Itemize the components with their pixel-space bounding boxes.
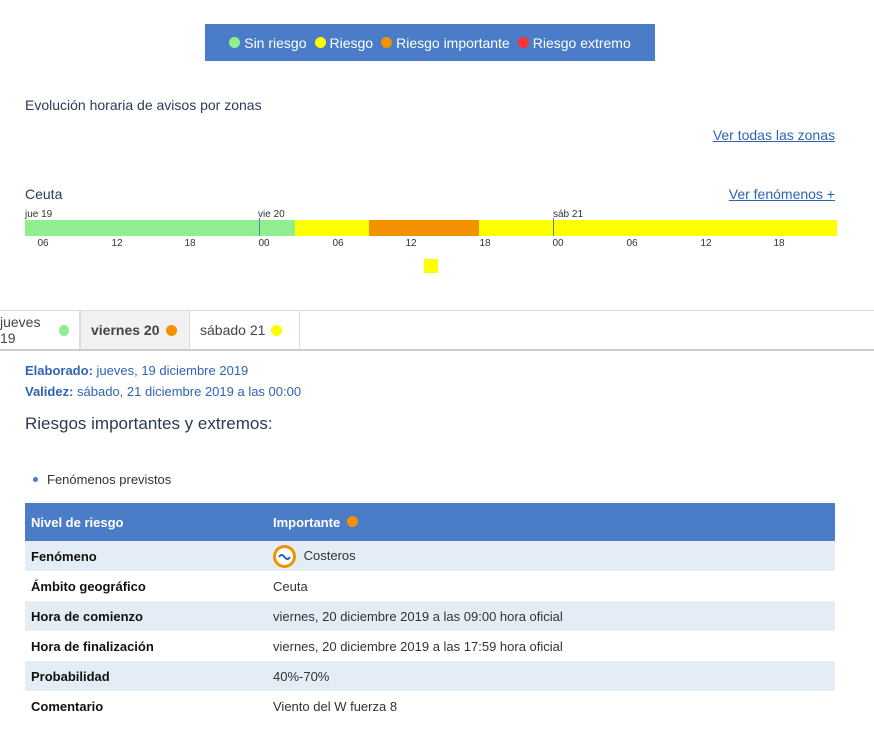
hour-tick: 06 (626, 238, 638, 249)
tab-label: sábado 21 (200, 322, 266, 338)
row-value: viernes, 20 diciembre 2019 a las 09:00 h… (267, 601, 835, 631)
risk-legend: Sin riesgo Riesgo Riesgo importante Ries… (205, 24, 655, 61)
tab-sabado-21[interactable]: sábado 21 (190, 311, 300, 349)
fenomenos-list-item: Fenómenos previstos (33, 472, 171, 487)
legend-label: Riesgo importante (396, 34, 510, 51)
hour-tick: 00 (258, 238, 270, 249)
red-dot-icon (517, 37, 529, 48)
riesgos-heading: Riesgos importantes y extremos: (25, 414, 273, 433)
day-tabs: jueves 19 viernes 20 sábado 21 (0, 310, 874, 351)
bullet-label: Fenómenos previstos (47, 472, 172, 487)
elaborado-value: jueves, 19 diciembre 2019 (92, 363, 249, 378)
section-title: Evolución horaria de avisos por zonas (25, 97, 262, 113)
hour-tick: 12 (700, 238, 712, 249)
table-header-row: Nivel de riesgo Importante (25, 503, 835, 541)
elaborado-label: Elaborado: (25, 363, 93, 378)
table-header-value: Importante (273, 514, 341, 530)
table-row: Hora de finalización viernes, 20 diciemb… (25, 631, 835, 661)
hour-tick: 12 (111, 238, 123, 249)
legend-sin-riesgo: Sin riesgo (229, 34, 307, 51)
yellow-dot-icon (271, 324, 283, 336)
timeline-segment-riesgo-importante (369, 220, 479, 236)
legend-label: Riesgo extremo (532, 34, 631, 51)
ver-todas-zonas-link[interactable]: Ver todas las zonas (712, 127, 835, 143)
validez-value: sábado, 21 diciembre 2019 a las 00:00 (73, 384, 302, 399)
tab-jueves-19[interactable]: jueves 19 (0, 311, 80, 349)
table-row: Ámbito geográfico Ceuta (25, 571, 835, 601)
table-row: Probabilidad 40%-70% (25, 661, 835, 691)
green-dot-icon (59, 324, 69, 336)
row-key: Probabilidad (25, 661, 267, 691)
row-key: Comentario (31, 698, 104, 714)
row-value: Costeros (303, 547, 356, 563)
tab-label: jueves 19 (0, 314, 41, 346)
table-row: Comentario Viento del W fuerza 8 (25, 691, 835, 721)
timeline-segment-sin-riesgo (25, 220, 295, 236)
row-value: viernes, 20 diciembre 2019 a las 17:59 h… (273, 638, 563, 654)
risk-table: Nivel de riesgo Importante Fenómeno Cost… (25, 503, 835, 721)
bullet-icon (33, 477, 38, 482)
elaborado-line: Elaborado: jueves, 19 diciembre 2019 (25, 363, 248, 378)
zone-name: Ceuta (25, 186, 63, 202)
table-header-value-cell: Importante (267, 503, 835, 541)
hourly-timeline (25, 218, 837, 236)
table-header-key: Nivel de riesgo (25, 503, 267, 541)
hour-tick: 06 (37, 238, 49, 249)
day-label-sab: sáb 21 (553, 209, 584, 220)
table-row: Fenómeno Costeros (25, 541, 835, 571)
hour-tick: 18 (184, 238, 196, 249)
phenomenon-marker[interactable] (424, 259, 438, 273)
day-divider (259, 218, 260, 236)
row-key: Hora de comienzo (25, 601, 267, 631)
day-divider (553, 218, 554, 236)
validez-line: Validez: sábado, 21 diciembre 2019 a las… (25, 384, 301, 399)
orange-dot-icon (165, 324, 177, 336)
legend-riesgo: Riesgo (314, 34, 374, 51)
row-value: Ceuta (273, 578, 308, 594)
hour-tick: 18 (773, 238, 785, 249)
hour-tick: 06 (332, 238, 344, 249)
orange-dot-icon (346, 515, 358, 527)
table-row: Hora de comienzo viernes, 20 diciembre 2… (25, 601, 835, 631)
row-value: Viento del W fuerza 8 (273, 698, 398, 714)
legend-riesgo-importante: Riesgo importante (381, 35, 510, 51)
row-key: Ámbito geográfico (31, 578, 146, 594)
legend-label: Riesgo (329, 34, 374, 51)
tab-viernes-20[interactable]: viernes 20 (80, 311, 190, 349)
hour-tick: 00 (552, 238, 564, 249)
row-key: Fenómeno (25, 541, 267, 571)
legend-label: Sin riesgo (244, 34, 307, 51)
tab-label: viernes 20 (91, 322, 160, 338)
row-key: Hora de finalización (31, 638, 154, 654)
hour-tick: 12 (405, 238, 417, 249)
hour-tick: 18 (479, 238, 491, 249)
timeline-segment-riesgo (295, 220, 369, 236)
row-value-cell: Costeros (267, 541, 835, 571)
coastal-phenomenon-icon (273, 544, 296, 568)
yellow-dot-icon (314, 37, 326, 48)
validez-label: Validez: (25, 384, 74, 399)
ver-fenomenos-link[interactable]: Ver fenómenos + (728, 186, 835, 202)
legend-riesgo-extremo: Riesgo extremo (517, 34, 631, 51)
timeline-segment-riesgo (479, 220, 837, 236)
day-label-vie: vie 20 (258, 209, 285, 220)
orange-dot-icon (381, 37, 393, 48)
row-value: 40%-70% (267, 661, 835, 691)
day-label-jue: jue 19 (25, 209, 53, 220)
green-dot-icon (229, 37, 241, 48)
